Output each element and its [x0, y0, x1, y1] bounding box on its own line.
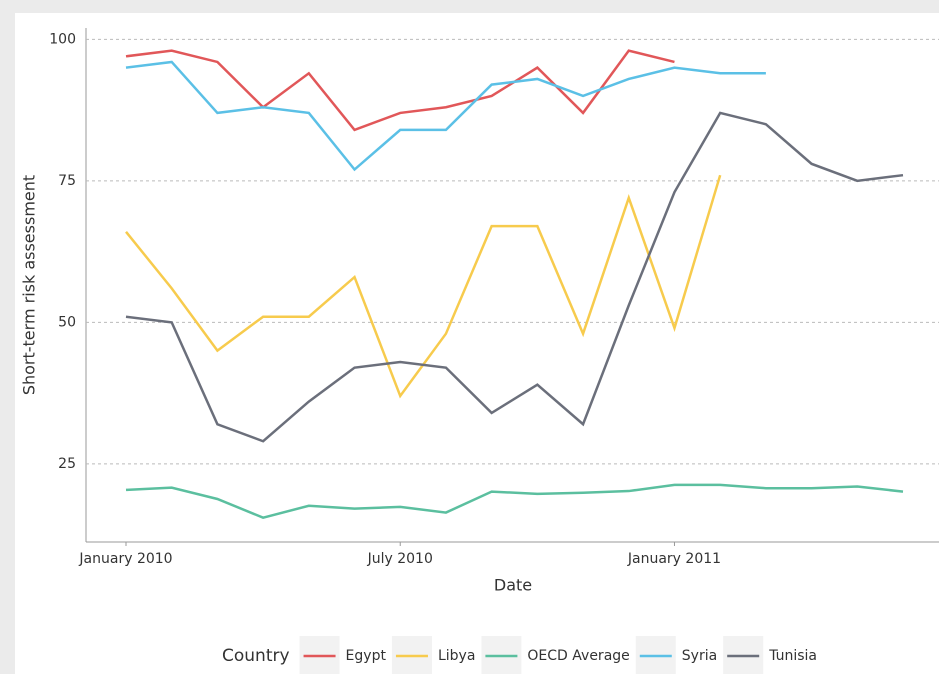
x-tick-label: January 2010 — [78, 551, 172, 567]
line — [125, 60, 766, 172]
line — [125, 483, 904, 519]
legend-title: Country — [222, 646, 290, 666]
y-tick-label: 50 — [58, 314, 76, 330]
panel — [15, 13, 939, 674]
x-tick-label: July 2010 — [367, 551, 433, 567]
y-tick-label: 75 — [58, 173, 76, 189]
legend-label: Tunisia — [768, 648, 817, 664]
x-tick-label: January 2011 — [627, 551, 721, 567]
legend-label: Libya — [438, 648, 475, 664]
line — [125, 49, 675, 132]
legend-label: Egypt — [346, 648, 387, 664]
x-axis-label: Date — [494, 576, 532, 595]
y-tick-label: 100 — [49, 31, 76, 47]
line — [125, 111, 904, 443]
legend-label: Syria — [682, 648, 717, 664]
y-axis-label: Short-term risk assessment — [20, 175, 39, 395]
y-tick-label: 25 — [58, 456, 76, 472]
legend-label: OECD Average — [527, 648, 629, 664]
